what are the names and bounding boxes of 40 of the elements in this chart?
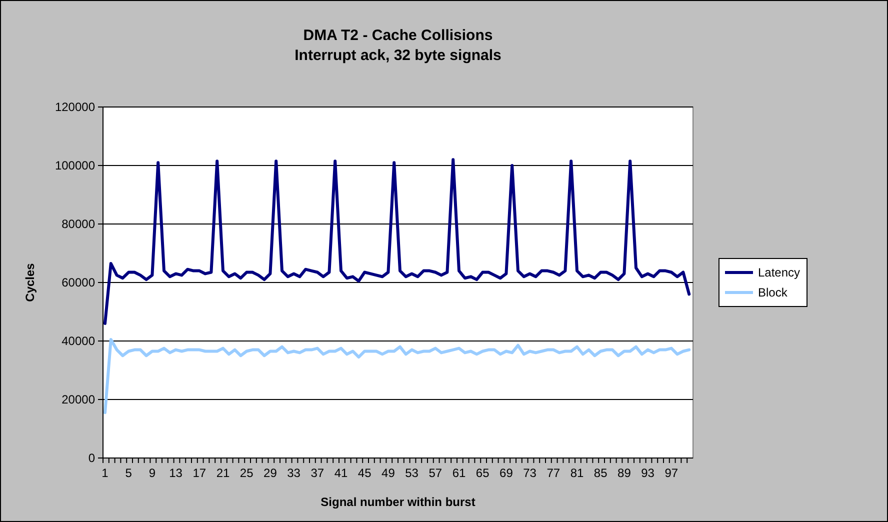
x-tick-label: 69 bbox=[500, 466, 514, 480]
chart-subtitle: Interrupt ack, 32 byte signals bbox=[294, 47, 502, 64]
x-tick-label: 5 bbox=[125, 466, 132, 480]
line-series bbox=[104, 338, 691, 414]
x-tick-label: 1 bbox=[102, 466, 109, 480]
x-tick-label: 81 bbox=[570, 466, 584, 480]
x-tick-label: 97 bbox=[664, 466, 678, 480]
x-tick-label: 21 bbox=[216, 466, 230, 480]
x-tick-label: 37 bbox=[310, 466, 324, 480]
x-tick-label: 77 bbox=[546, 466, 560, 480]
x-tick-label: 45 bbox=[358, 466, 372, 480]
y-tick-label: 20000 bbox=[62, 392, 96, 407]
x-tick-label: 53 bbox=[405, 466, 419, 480]
x-tick-label: 61 bbox=[452, 466, 466, 480]
line-series bbox=[104, 158, 691, 325]
x-tick-label: 57 bbox=[428, 466, 442, 480]
y-axis-title: Cycles bbox=[23, 262, 37, 302]
x-tick-label: 73 bbox=[523, 466, 537, 480]
x-tick-label: 65 bbox=[476, 466, 490, 480]
x-tick-label: 13 bbox=[169, 466, 183, 480]
x-tick-label: 33 bbox=[287, 466, 301, 480]
x-tick-label: 29 bbox=[264, 466, 278, 480]
x-tick-label: 93 bbox=[641, 466, 655, 480]
legend-label: Block bbox=[758, 286, 788, 300]
y-tick-label: 120000 bbox=[54, 100, 96, 114]
y-tick-label: 60000 bbox=[62, 276, 96, 290]
y-tick-label: 80000 bbox=[62, 217, 96, 232]
x-axis-title: Signal number within burst bbox=[320, 495, 476, 509]
x-tick-label: 25 bbox=[240, 466, 254, 480]
x-tick-label: 41 bbox=[334, 466, 348, 480]
legend-label: Latency bbox=[758, 266, 800, 280]
x-tick-label: 85 bbox=[594, 466, 608, 480]
y-tick-label: 100000 bbox=[54, 158, 96, 173]
y-tick-label: 40000 bbox=[62, 334, 96, 348]
x-tick-label: 17 bbox=[192, 466, 206, 480]
chart-title: DMA T2 - Cache Collisions bbox=[303, 27, 493, 44]
x-tick-label: 89 bbox=[618, 466, 632, 480]
x-tick-label: 9 bbox=[148, 466, 156, 480]
x-tick-label: 49 bbox=[382, 466, 396, 480]
y-tick-label: 0 bbox=[88, 451, 96, 466]
